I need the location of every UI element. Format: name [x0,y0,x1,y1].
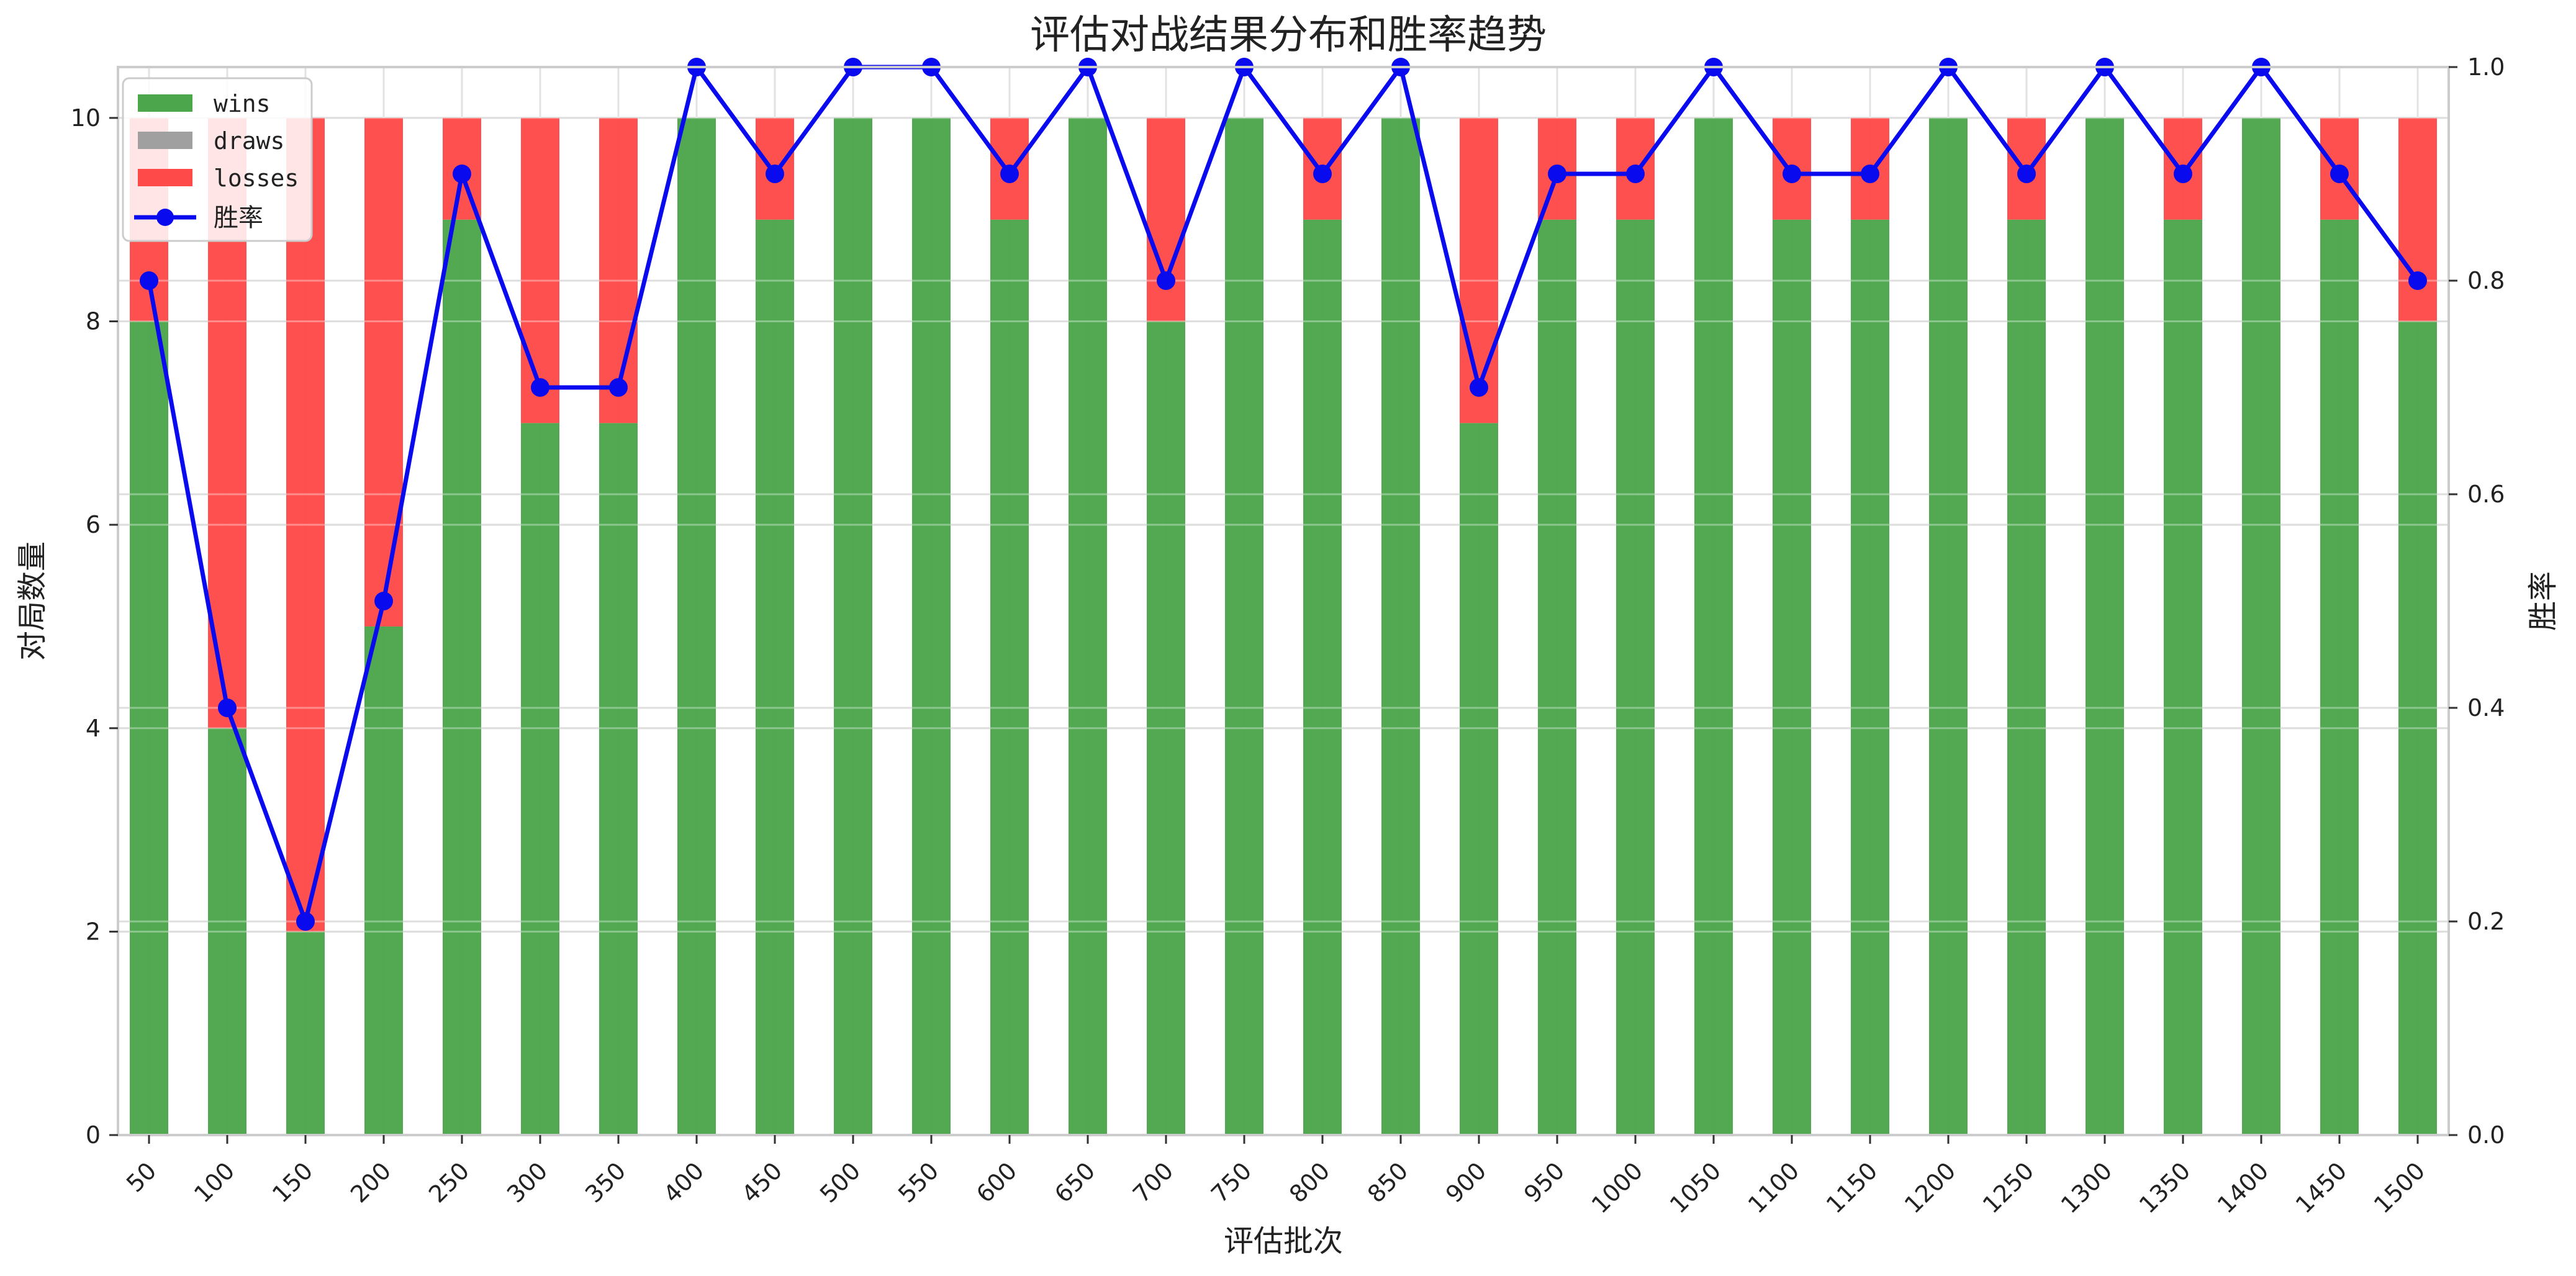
bar-losses-350 [599,117,638,423]
bar-wins-1300 [2086,117,2124,1135]
win-rate-point-300 [531,378,549,397]
win-rate-point-1500 [2408,271,2427,290]
bar-losses-900 [1460,117,1498,423]
bar-wins-1050 [1694,117,1733,1135]
bar-wins-1150 [1851,219,1889,1135]
bar-wins-400 [677,117,716,1135]
legend-label-draws: draws [214,127,284,155]
stacked-bars [118,66,2449,1136]
legend-swatch-losses [138,169,192,186]
win-rate-point-1000 [1626,165,1645,183]
bar-wins-950 [1538,219,1576,1135]
y2-tick-label-0.4: 0.4 [2467,694,2505,722]
bar-wins-250 [443,219,481,1135]
chart-title: 评估对战结果分布和胜率趋势 [1030,12,1547,58]
bar-wins-800 [1303,219,1342,1135]
win-rate-point-1100 [1783,165,1801,183]
legend-label-wins: wins [214,90,271,117]
bar-wins-850 [1381,117,1420,1135]
win-rate-point-950 [1548,165,1566,183]
bar-wins-1100 [1773,219,1811,1135]
bar-wins-200 [364,626,403,1135]
win-rate-point-600 [1000,165,1019,183]
win-rate-point-800 [1313,165,1332,183]
bar-losses-1500 [2398,117,2437,322]
legend-swatch-marker [156,209,174,226]
bar-wins-700 [1147,321,1185,1135]
legend-label-losses: losses [214,165,299,192]
bar-wins-1250 [2007,219,2046,1135]
y-tick-label-6: 6 [86,511,101,538]
legend-label-win-rate: 胜率 [214,204,263,232]
bar-wins-900 [1460,423,1498,1136]
x-axis-label: 评估批次 [1224,1224,1343,1259]
y2-tick-label-0.2: 0.2 [2467,908,2505,935]
legend-box [122,77,313,242]
bar-wins-1350 [2164,219,2202,1135]
legend-swatch-wins [138,94,192,112]
bar-losses-700 [1147,117,1185,322]
bar-losses-150 [286,117,325,932]
bar-wins-600 [990,219,1029,1135]
bar-wins-50 [130,321,168,1135]
y-tick-label-10: 10 [71,104,101,132]
win-rate-point-450 [766,165,784,183]
bar-wins-500 [834,117,872,1135]
win-rate-point-1450 [2330,165,2349,183]
y2-tick-label-0.6: 0.6 [2467,481,2505,508]
win-rate-point-1150 [1861,165,1879,183]
y2-tick-label-0.0: 0.0 [2467,1121,2505,1149]
y-tick-label-4: 4 [86,715,101,742]
bar-wins-1200 [1929,117,1968,1135]
y2-tick-label-0.8: 0.8 [2467,267,2505,294]
y2-axis-label: 胜率 [2526,571,2560,631]
bar-wins-1400 [2242,117,2280,1135]
plot-area-frame [117,66,2450,1136]
bar-wins-1450 [2320,219,2359,1135]
bar-wins-350 [599,423,638,1136]
bar-losses-200 [364,117,403,627]
win-rate-point-900 [1470,378,1488,397]
y-tick-label-8: 8 [86,308,101,335]
bar-wins-750 [1225,117,1263,1135]
win-rate-point-250 [453,165,471,183]
win-rate-point-1250 [2017,165,2036,183]
bar-wins-1500 [2398,321,2437,1135]
y-tick-label-2: 2 [86,918,101,945]
bar-wins-300 [521,423,559,1136]
bar-losses-300 [521,117,559,423]
bar-wins-1000 [1616,219,1655,1135]
bar-wins-650 [1069,117,1107,1135]
y2-tick-label-1.0: 1.0 [2467,53,2505,81]
legend-swatch-draws [138,132,192,149]
win-rate-polyline [147,65,2420,924]
win-rate-point-350 [609,378,628,397]
bar-wins-550 [912,117,951,1135]
legend: wins draws losses 胜率 [122,77,313,242]
y-tick-label-0: 0 [86,1121,101,1149]
win-rate-point-200 [374,592,393,610]
win-rate-point-50 [140,271,158,290]
bar-wins-150 [286,931,325,1135]
win-rate-point-150 [296,912,315,931]
win-rate-point-100 [218,699,237,717]
bar-wins-450 [756,219,794,1135]
win-rate-point-1350 [2174,165,2192,183]
bar-wins-100 [208,728,246,1135]
y-axis-label: 对局数量 [15,541,50,661]
win-rate-point-700 [1157,271,1175,290]
